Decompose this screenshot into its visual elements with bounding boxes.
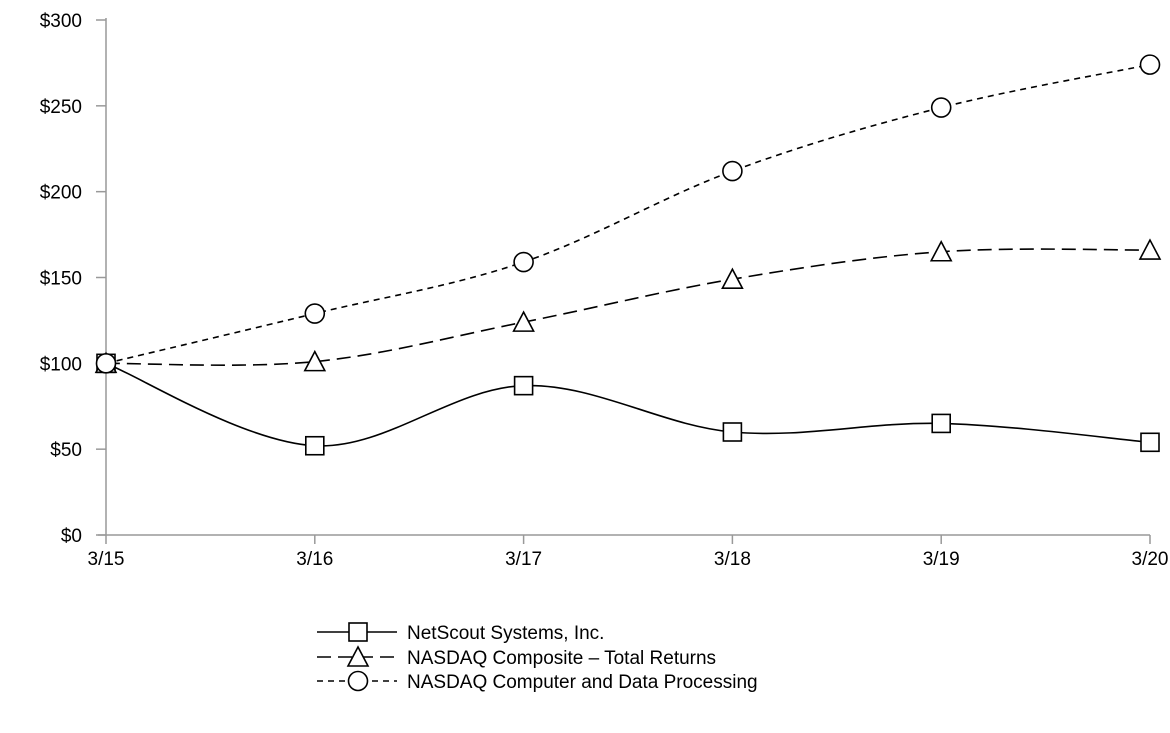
legend-label: NASDAQ Computer and Data Processing <box>407 672 758 693</box>
x-tick-label: 3/17 <box>505 549 542 570</box>
data-point-square <box>722 422 743 442</box>
series-line-square <box>105 362 1151 447</box>
data-point-circle <box>930 97 952 118</box>
data-point-triangle <box>303 349 327 372</box>
series-line-circle <box>105 63 1151 365</box>
data-point-circle <box>304 303 326 324</box>
y-tick-label: $300 <box>40 11 82 32</box>
legend-marker-square-icon <box>348 622 368 642</box>
data-point-square <box>931 413 952 434</box>
series-line-triangle <box>105 248 1151 366</box>
y-tick-label: $0 <box>61 526 82 547</box>
y-tick-label: $150 <box>40 269 82 290</box>
data-point-triangle <box>512 310 535 332</box>
legend-label: NASDAQ Composite – Total Returns <box>407 648 716 669</box>
legend-marker-triangle-icon <box>346 645 370 667</box>
x-tick-label: 3/15 <box>88 549 125 570</box>
data-point-circle <box>95 353 117 374</box>
data-point-square <box>1140 432 1160 453</box>
y-tick-label: $200 <box>40 183 82 204</box>
x-tick-label: 3/16 <box>296 549 333 570</box>
legend-marker-circle-icon <box>347 670 369 692</box>
data-point-circle <box>513 251 534 273</box>
data-point-circle <box>722 160 743 182</box>
data-point-square <box>513 375 534 396</box>
x-tick-label: 3/18 <box>714 549 751 570</box>
x-tick-label: 3/20 <box>1132 549 1169 570</box>
data-point-circle <box>1139 54 1161 75</box>
data-point-triangle <box>929 240 953 262</box>
y-tick-label: $50 <box>50 440 82 461</box>
legend-label: NetScout Systems, Inc. <box>407 623 604 644</box>
y-tick-label: $100 <box>40 354 82 375</box>
data-point-square <box>304 435 325 456</box>
x-tick-label: 3/19 <box>923 549 960 570</box>
data-point-triangle <box>1138 238 1162 260</box>
y-tick-label: $250 <box>40 97 82 118</box>
data-point-triangle <box>721 267 744 290</box>
